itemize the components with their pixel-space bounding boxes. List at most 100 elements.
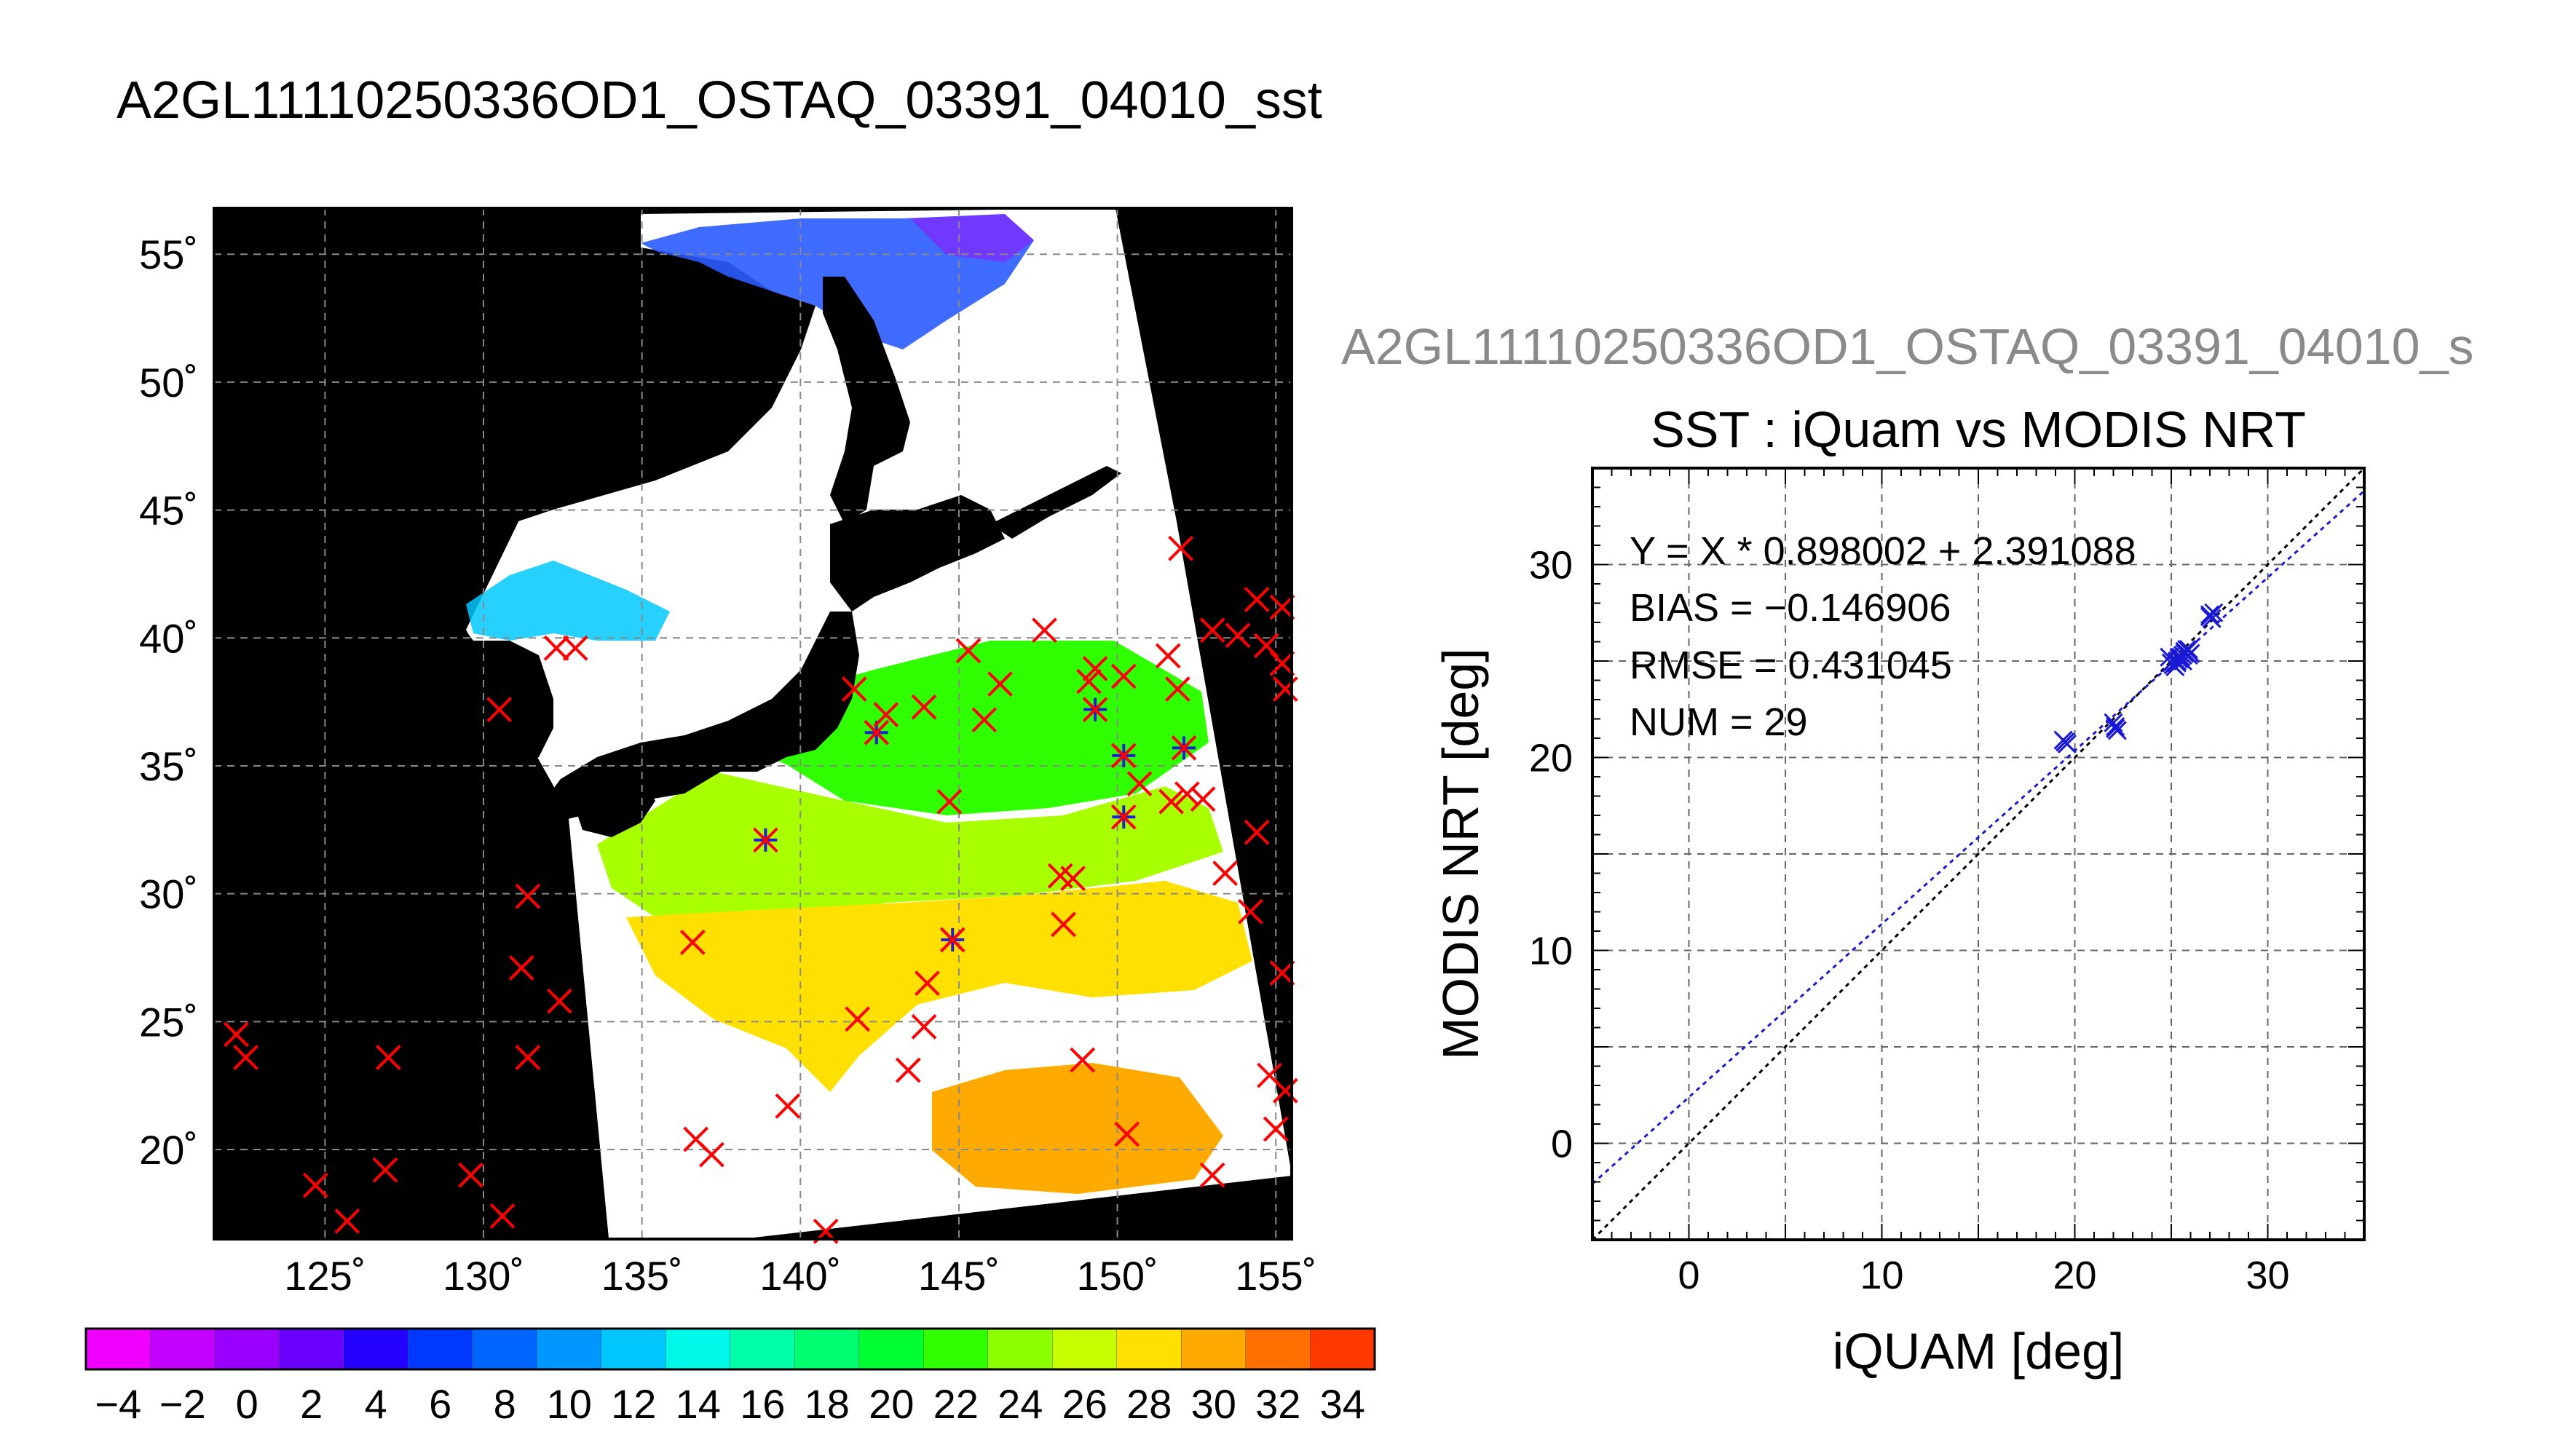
matchup-marker [1032,617,1057,644]
sst-map: 55˚ 50˚ 45˚ 40˚ 35˚ 30˚ 25˚ 20˚ 125˚ 130˚ 135˚ 140… [139,207,1316,1299]
map-matchup-markers [224,535,1298,1244]
matchup-marker [224,1021,249,1048]
map-lat-label: 40˚ [139,615,198,661]
matchup-marker [936,788,963,815]
scatter-plot: 0 10 20 30 0 10 20 30 Y = X * 0.898002 + 2.3910… [1432,467,2366,1380]
matchup-marker [911,694,937,720]
map-lon-label: 145˚ [918,1253,1000,1299]
matchup-marker [939,927,965,953]
colorbar-tick-label: 12 [611,1381,656,1427]
colorbar-cell [537,1329,601,1369]
matchup-marker [1190,786,1216,812]
colorbar-cell [1117,1329,1182,1369]
matchup-marker [515,1045,541,1070]
scatter-xtick-label: 30 [2246,1254,2289,1297]
colorbar-labels: −4 −2 0 2 4 6 8 10 12 14 16 18 20 22 24 26 28 30 32 34 [95,1381,1365,1427]
colorbar-tick-label: 10 [547,1381,592,1427]
annotation-equation: Y = X * 0.898002 + 2.391088 [1630,529,2136,573]
matchup-marker [1244,587,1270,613]
matchup-marker [1199,1162,1225,1188]
colorbar-tick-label: 28 [1126,1381,1172,1427]
colorbar-cell [344,1329,408,1369]
main-title: A2GL11110250336OD1_OSTAQ_03391_04010_sst [117,71,1322,130]
map-lon-label: 135˚ [601,1253,683,1299]
colorbar-cell [859,1329,924,1369]
matchup-marker [1114,1121,1140,1147]
scatter-annotations: Y = X * 0.898002 + 2.391088 BIAS = −0.14… [1630,529,2136,744]
scatter-xtick-label: 0 [1678,1254,1699,1297]
land-asia-korea [214,208,816,815]
scatter-point [2161,653,2181,673]
map-lon-label: 150˚ [1077,1253,1158,1299]
matchup-marker [895,1057,921,1083]
colorbar-tick-label: 22 [933,1381,979,1427]
map-lat-label: 55˚ [139,232,198,277]
scatter-point [2200,605,2220,625]
matchup-marker [372,1157,398,1183]
scatter-xtick-label: 10 [1860,1254,1903,1297]
matchup-marker [1082,697,1108,723]
matchup-marker [233,1045,258,1070]
matchup-marker [334,1208,360,1234]
matchup-marker [1075,668,1102,695]
scatter-points [2053,603,2224,754]
annotation-num: NUM = 29 [1630,700,1808,744]
map-lon-label: 130˚ [443,1253,524,1299]
colorbar-cell [215,1329,280,1369]
matchup-marker [1158,788,1185,815]
map-lon-label: 140˚ [759,1253,841,1299]
matchup-marker [458,1162,484,1188]
colorbar-cell [1052,1329,1117,1369]
matchup-marker [971,707,998,733]
matchup-marker [515,883,541,909]
map-lat-label: 25˚ [139,999,198,1045]
land-honshu [539,612,859,823]
matchup-marker [1110,663,1137,689]
matchup-marker [1110,804,1137,830]
scatter-xlabel: iQUAM [deg] [1833,1323,2125,1380]
colorbar-cell [666,1329,730,1369]
matchup-marker [698,1142,724,1168]
matchup-marker [508,955,534,981]
offswath-bottom-left [214,812,609,1239]
scatter-point [2200,606,2220,627]
colorbar-tick-label: 30 [1191,1381,1236,1427]
matchup-marker [562,635,588,661]
matchup-marker [486,697,513,723]
matchup-marker [1051,911,1077,938]
colorbar-tick-label: 14 [676,1381,721,1427]
scatter-point [2175,644,2195,663]
matchup-marker [1082,656,1108,681]
map-lon-label: 125˚ [284,1253,366,1299]
matchup-marker [914,970,940,997]
matchup-marker [1164,676,1190,702]
colorbar-cell [473,1329,537,1369]
colorbar-cell [730,1329,795,1369]
scatter-file-title: A2GL11110250336OD1_OSTAQ_03391_04010_s [1341,318,2473,375]
colorbar-tick-label: 18 [805,1381,850,1427]
colorbar-cell [794,1329,859,1369]
colorbar-tick-label: 20 [869,1381,914,1427]
scatter-point [2167,653,2187,673]
matchup-marker [873,702,899,728]
regression-fit-line [1592,490,2364,1185]
annotation-bias: BIAS = −0.146906 [1630,586,1951,630]
colorbar-cell [1310,1329,1375,1369]
matchup-marker [841,676,867,702]
matchup-marker [1110,743,1137,769]
matchup-marker [1060,866,1086,891]
sst-yellow-band [626,881,1252,1092]
matchup-marker [1212,860,1239,886]
colorbar-cells [86,1329,1375,1369]
colorbar-cell [86,1329,151,1369]
matchup-marker [543,635,569,661]
matchup-marker [1174,781,1200,807]
matchup-marker [1199,617,1225,644]
colorbar-tick-label: 34 [1320,1381,1365,1427]
map-lat-label: 30˚ [139,871,198,917]
scatter-ytick-label: 20 [1529,737,1573,780]
matchup-marker [987,671,1013,697]
matchup-marker [775,1093,801,1119]
scatter-xtick-label: 20 [2053,1254,2096,1297]
colorbar-tick-label: 24 [998,1381,1043,1427]
